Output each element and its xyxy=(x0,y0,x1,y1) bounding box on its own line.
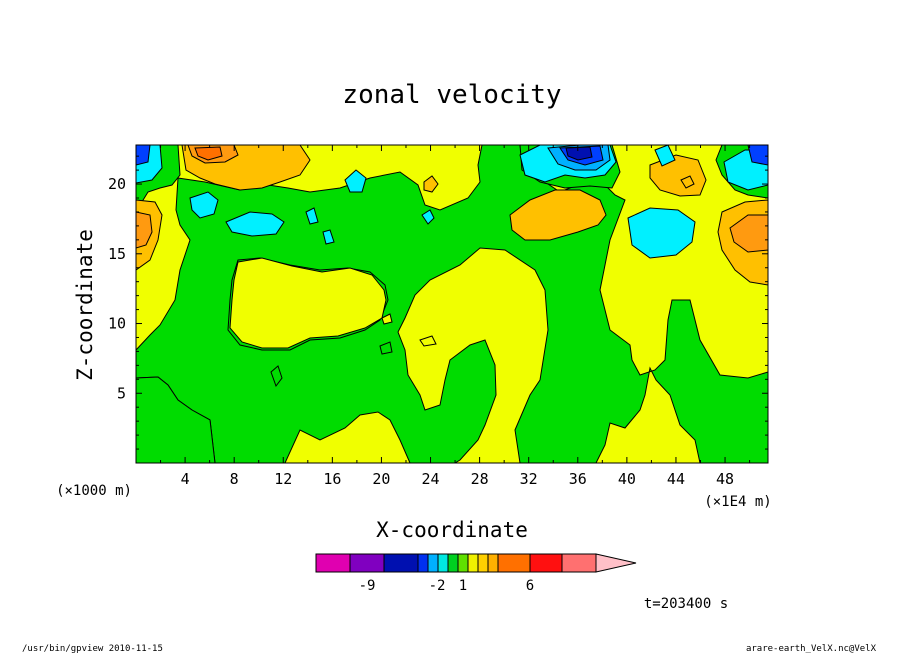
x-tick-label: 24 xyxy=(421,470,439,488)
cyan-region xyxy=(189,191,219,219)
x-tick-label: 4 xyxy=(181,470,190,488)
colorbar-swatch xyxy=(349,553,385,573)
colorbar-swatch xyxy=(315,553,351,573)
cyan-region xyxy=(305,207,319,225)
footer-left: /usr/bin/gpview 2010-11-15 xyxy=(22,644,163,654)
x-tick-label: 40 xyxy=(618,470,636,488)
cyan-region xyxy=(627,207,696,259)
green-region xyxy=(270,365,283,388)
orange-region xyxy=(729,214,768,253)
y-unit-label: (×1000 m) xyxy=(56,483,132,499)
green-region xyxy=(379,341,393,355)
colorbar-swatch xyxy=(447,553,459,573)
x-tick-label: 44 xyxy=(667,470,685,488)
colorbar-swatch xyxy=(417,553,429,573)
x-unit-label: (×1E4 m) xyxy=(704,494,771,510)
colorbar-label: 1 xyxy=(459,578,467,594)
yellow-region xyxy=(419,335,437,347)
y-axis-title: Z-coordinate xyxy=(73,229,97,381)
blue-region xyxy=(565,146,593,161)
colorbar-swatch xyxy=(427,553,439,573)
y-tick-label: 15 xyxy=(108,245,126,263)
plot-frame xyxy=(135,144,769,464)
cyan-region xyxy=(344,169,367,193)
x-tick-label: 36 xyxy=(569,470,587,488)
blue-region xyxy=(747,145,768,166)
x-tick-label: 8 xyxy=(230,470,239,488)
colorbar-label: -2 xyxy=(429,578,446,594)
x-tick-label: 32 xyxy=(520,470,538,488)
x-tick-label: 12 xyxy=(274,470,292,488)
footer-right: arare-earth_VelX.nc@VelX xyxy=(746,644,877,654)
colorbar-swatch xyxy=(477,553,489,573)
colorbar-swatch xyxy=(467,553,479,573)
y-tick-label: 10 xyxy=(108,315,126,333)
contour-field xyxy=(136,145,768,463)
x-axis-title: X-coordinate xyxy=(376,518,528,542)
colorbar-swatch xyxy=(383,553,419,573)
colorbar: -9 -2 1 6 xyxy=(315,553,637,594)
y-axis: 5 10 15 20 xyxy=(108,155,768,450)
colorbar-swatch xyxy=(457,553,469,573)
x-tick-label: 20 xyxy=(372,470,390,488)
colorbar-swatch xyxy=(561,553,597,573)
colorbar-swatch xyxy=(437,553,449,573)
orange-region xyxy=(423,175,439,193)
cyan-region xyxy=(421,209,435,225)
x-axis: 4 8 12 16 20 24 28 32 36 40 44 48 xyxy=(160,145,751,488)
colorbar-label: -9 xyxy=(359,578,376,594)
yellow-region xyxy=(381,313,393,325)
colorbar-label: 6 xyxy=(526,578,534,594)
colorbar-swatch xyxy=(529,553,563,573)
y-tick-label: 5 xyxy=(117,384,126,402)
cyan-region xyxy=(322,229,335,245)
colorbar-swatch xyxy=(487,553,499,573)
blue-region xyxy=(136,145,151,166)
orange-region xyxy=(680,175,695,189)
y-tick-label: 20 xyxy=(108,175,126,193)
orange-region xyxy=(136,211,153,249)
colorbar-extend-arrow xyxy=(595,553,637,573)
cyan-region xyxy=(225,211,285,237)
green-region xyxy=(136,376,216,463)
time-label: t=203400 s xyxy=(644,596,728,612)
x-tick-label: 16 xyxy=(323,470,341,488)
colorbar-swatch xyxy=(497,553,531,573)
cyan-region xyxy=(654,145,676,167)
orange-region xyxy=(194,146,223,161)
green-region xyxy=(229,257,387,349)
x-tick-label: 48 xyxy=(716,470,734,488)
x-tick-label: 28 xyxy=(471,470,489,488)
orange-region xyxy=(509,189,607,241)
chart-title: zonal velocity xyxy=(342,80,561,110)
